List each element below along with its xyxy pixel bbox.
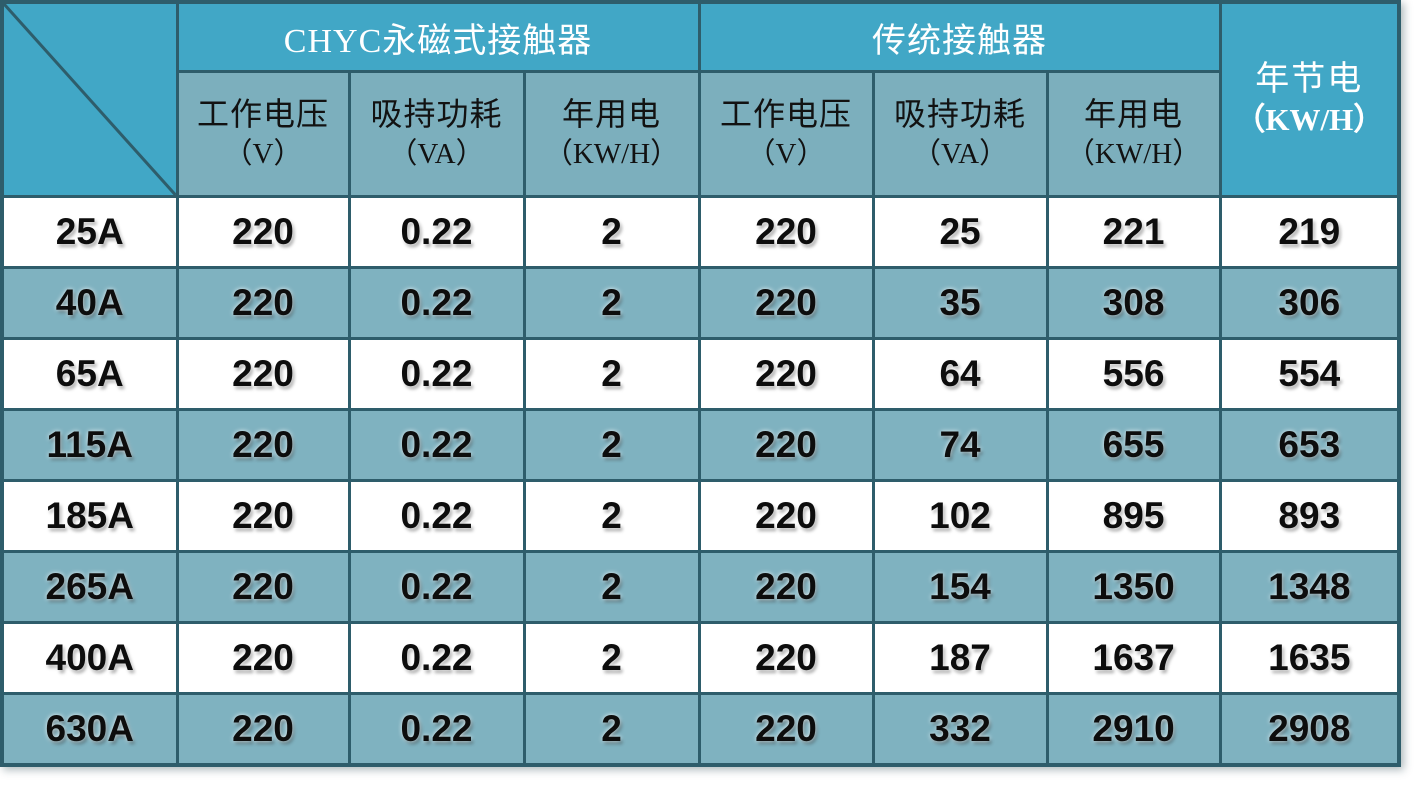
- data-cell: 220: [175, 692, 351, 767]
- subheader-unit: （KW/H）: [1065, 137, 1202, 170]
- subheader-label: 工作电压: [196, 96, 329, 133]
- subheader-unit: （V）: [223, 137, 303, 170]
- data-cell: 0.22: [347, 550, 526, 624]
- data-cell: 35: [871, 266, 1049, 340]
- data-cell: 2: [522, 195, 701, 269]
- subheader-chyc-annual-usage: 年用电 （KW/H）: [522, 70, 701, 198]
- data-cell: 2: [522, 621, 701, 695]
- data-cell: 2: [522, 266, 701, 340]
- subheader-label: 年用电: [1084, 96, 1184, 133]
- data-cell: 2: [522, 479, 701, 553]
- data-cell: 220: [175, 550, 351, 624]
- data-cell: 893: [1218, 479, 1401, 553]
- data-cell: 220: [175, 621, 351, 695]
- row-label: 630A: [0, 692, 179, 767]
- data-cell: 0.22: [347, 692, 526, 767]
- subheader-label: 年用电: [562, 96, 662, 133]
- savings-header-line1: 年节电: [1255, 60, 1364, 98]
- table-row: 25A 220 0.22 2 220 25 221 219: [0, 195, 1401, 269]
- data-cell: 220: [175, 195, 351, 269]
- data-cell: 1348: [1218, 550, 1401, 624]
- data-cell: 895: [1045, 479, 1222, 553]
- subheader-chyc-voltage: 工作电压 （V）: [175, 70, 351, 198]
- table-row: 400A 220 0.22 2 220 187 1637 1635: [0, 621, 1401, 695]
- group-header-traditional: 传统接触器: [697, 0, 1222, 73]
- data-cell: 1637: [1045, 621, 1222, 695]
- row-label: 65A: [0, 337, 179, 411]
- data-cell: 220: [175, 408, 351, 482]
- data-cell: 220: [697, 479, 875, 553]
- data-cell: 220: [697, 337, 875, 411]
- row-label: 265A: [0, 550, 179, 624]
- data-cell: 219: [1218, 195, 1401, 269]
- table-row: 630A 220 0.22 2 220 332 2910 2908: [0, 692, 1401, 767]
- diagonal-line-icon: [4, 4, 176, 195]
- data-cell: 220: [175, 479, 351, 553]
- data-cell: 0.22: [347, 266, 526, 340]
- corner-diagonal-cell: [0, 0, 179, 198]
- data-cell: 64: [871, 337, 1049, 411]
- data-cell: 220: [175, 266, 351, 340]
- data-cell: 221: [1045, 195, 1222, 269]
- row-label: 25A: [0, 195, 179, 269]
- table-row: 40A 220 0.22 2 220 35 308 306: [0, 266, 1401, 340]
- data-cell: 554: [1218, 337, 1401, 411]
- data-cell: 2: [522, 550, 701, 624]
- subheader-label: 吸持功耗: [370, 96, 503, 133]
- data-cell: 332: [871, 692, 1049, 767]
- subheader-unit: （VA）: [388, 137, 485, 170]
- data-cell: 220: [697, 195, 875, 269]
- table-row: 185A 220 0.22 2 220 102 895 893: [0, 479, 1401, 553]
- data-cell: 306: [1218, 266, 1401, 340]
- subheader-label: 工作电压: [720, 96, 853, 133]
- group-header-chyc: CHYC永磁式接触器: [175, 0, 701, 73]
- savings-header-line2: （KW/H）: [1234, 102, 1385, 138]
- data-cell: 0.22: [347, 337, 526, 411]
- table-row: 65A 220 0.22 2 220 64 556 554: [0, 337, 1401, 411]
- data-cell: 308: [1045, 266, 1222, 340]
- subheader-trad-annual-usage: 年用电 （KW/H）: [1045, 70, 1222, 198]
- data-cell: 220: [697, 266, 875, 340]
- comparison-table: CHYC永磁式接触器 传统接触器 年节电 （KW/H） 工作电压 （V） 吸持功…: [0, 0, 1402, 767]
- subheader-unit: （VA）: [911, 137, 1009, 170]
- data-cell: 187: [871, 621, 1049, 695]
- contactor-comparison-table: CHYC永磁式接触器 传统接触器 年节电 （KW/H） 工作电压 （V） 吸持功…: [0, 0, 1402, 767]
- data-cell: 2: [522, 337, 701, 411]
- data-cell: 154: [871, 550, 1049, 624]
- data-cell: 1350: [1045, 550, 1222, 624]
- data-cell: 220: [175, 337, 351, 411]
- data-cell: 2: [522, 692, 701, 767]
- subheader-unit: （V）: [746, 137, 826, 170]
- table-row: 265A 220 0.22 2 220 154 1350 1348: [0, 550, 1401, 624]
- data-cell: 653: [1218, 408, 1401, 482]
- subheader-unit: （KW/H）: [543, 137, 680, 170]
- data-cell: 0.22: [347, 479, 526, 553]
- subheader-label: 吸持功耗: [894, 96, 1027, 133]
- row-label: 115A: [0, 408, 179, 482]
- data-cell: 74: [871, 408, 1049, 482]
- data-cell: 655: [1045, 408, 1222, 482]
- data-cell: 102: [871, 479, 1049, 553]
- subheader-chyc-holding-power: 吸持功耗 （VA）: [347, 70, 526, 198]
- table-row: 115A 220 0.22 2 220 74 655 653: [0, 408, 1401, 482]
- data-cell: 2910: [1045, 692, 1222, 767]
- subheader-trad-voltage: 工作电压 （V）: [697, 70, 875, 198]
- data-cell: 0.22: [347, 195, 526, 269]
- row-label: 40A: [0, 266, 179, 340]
- data-cell: 220: [697, 550, 875, 624]
- data-cell: 220: [697, 692, 875, 767]
- data-cell: 0.22: [347, 408, 526, 482]
- data-cell: 2908: [1218, 692, 1401, 767]
- data-cell: 556: [1045, 337, 1222, 411]
- savings-column-header: 年节电 （KW/H）: [1218, 0, 1401, 198]
- subheader-trad-holding-power: 吸持功耗 （VA）: [871, 70, 1049, 198]
- data-cell: 220: [697, 621, 875, 695]
- data-cell: 1635: [1218, 621, 1401, 695]
- row-label: 400A: [0, 621, 179, 695]
- data-cell: 25: [871, 195, 1049, 269]
- data-cell: 0.22: [347, 621, 526, 695]
- data-cell: 220: [697, 408, 875, 482]
- row-label: 185A: [0, 479, 179, 553]
- data-cell: 2: [522, 408, 701, 482]
